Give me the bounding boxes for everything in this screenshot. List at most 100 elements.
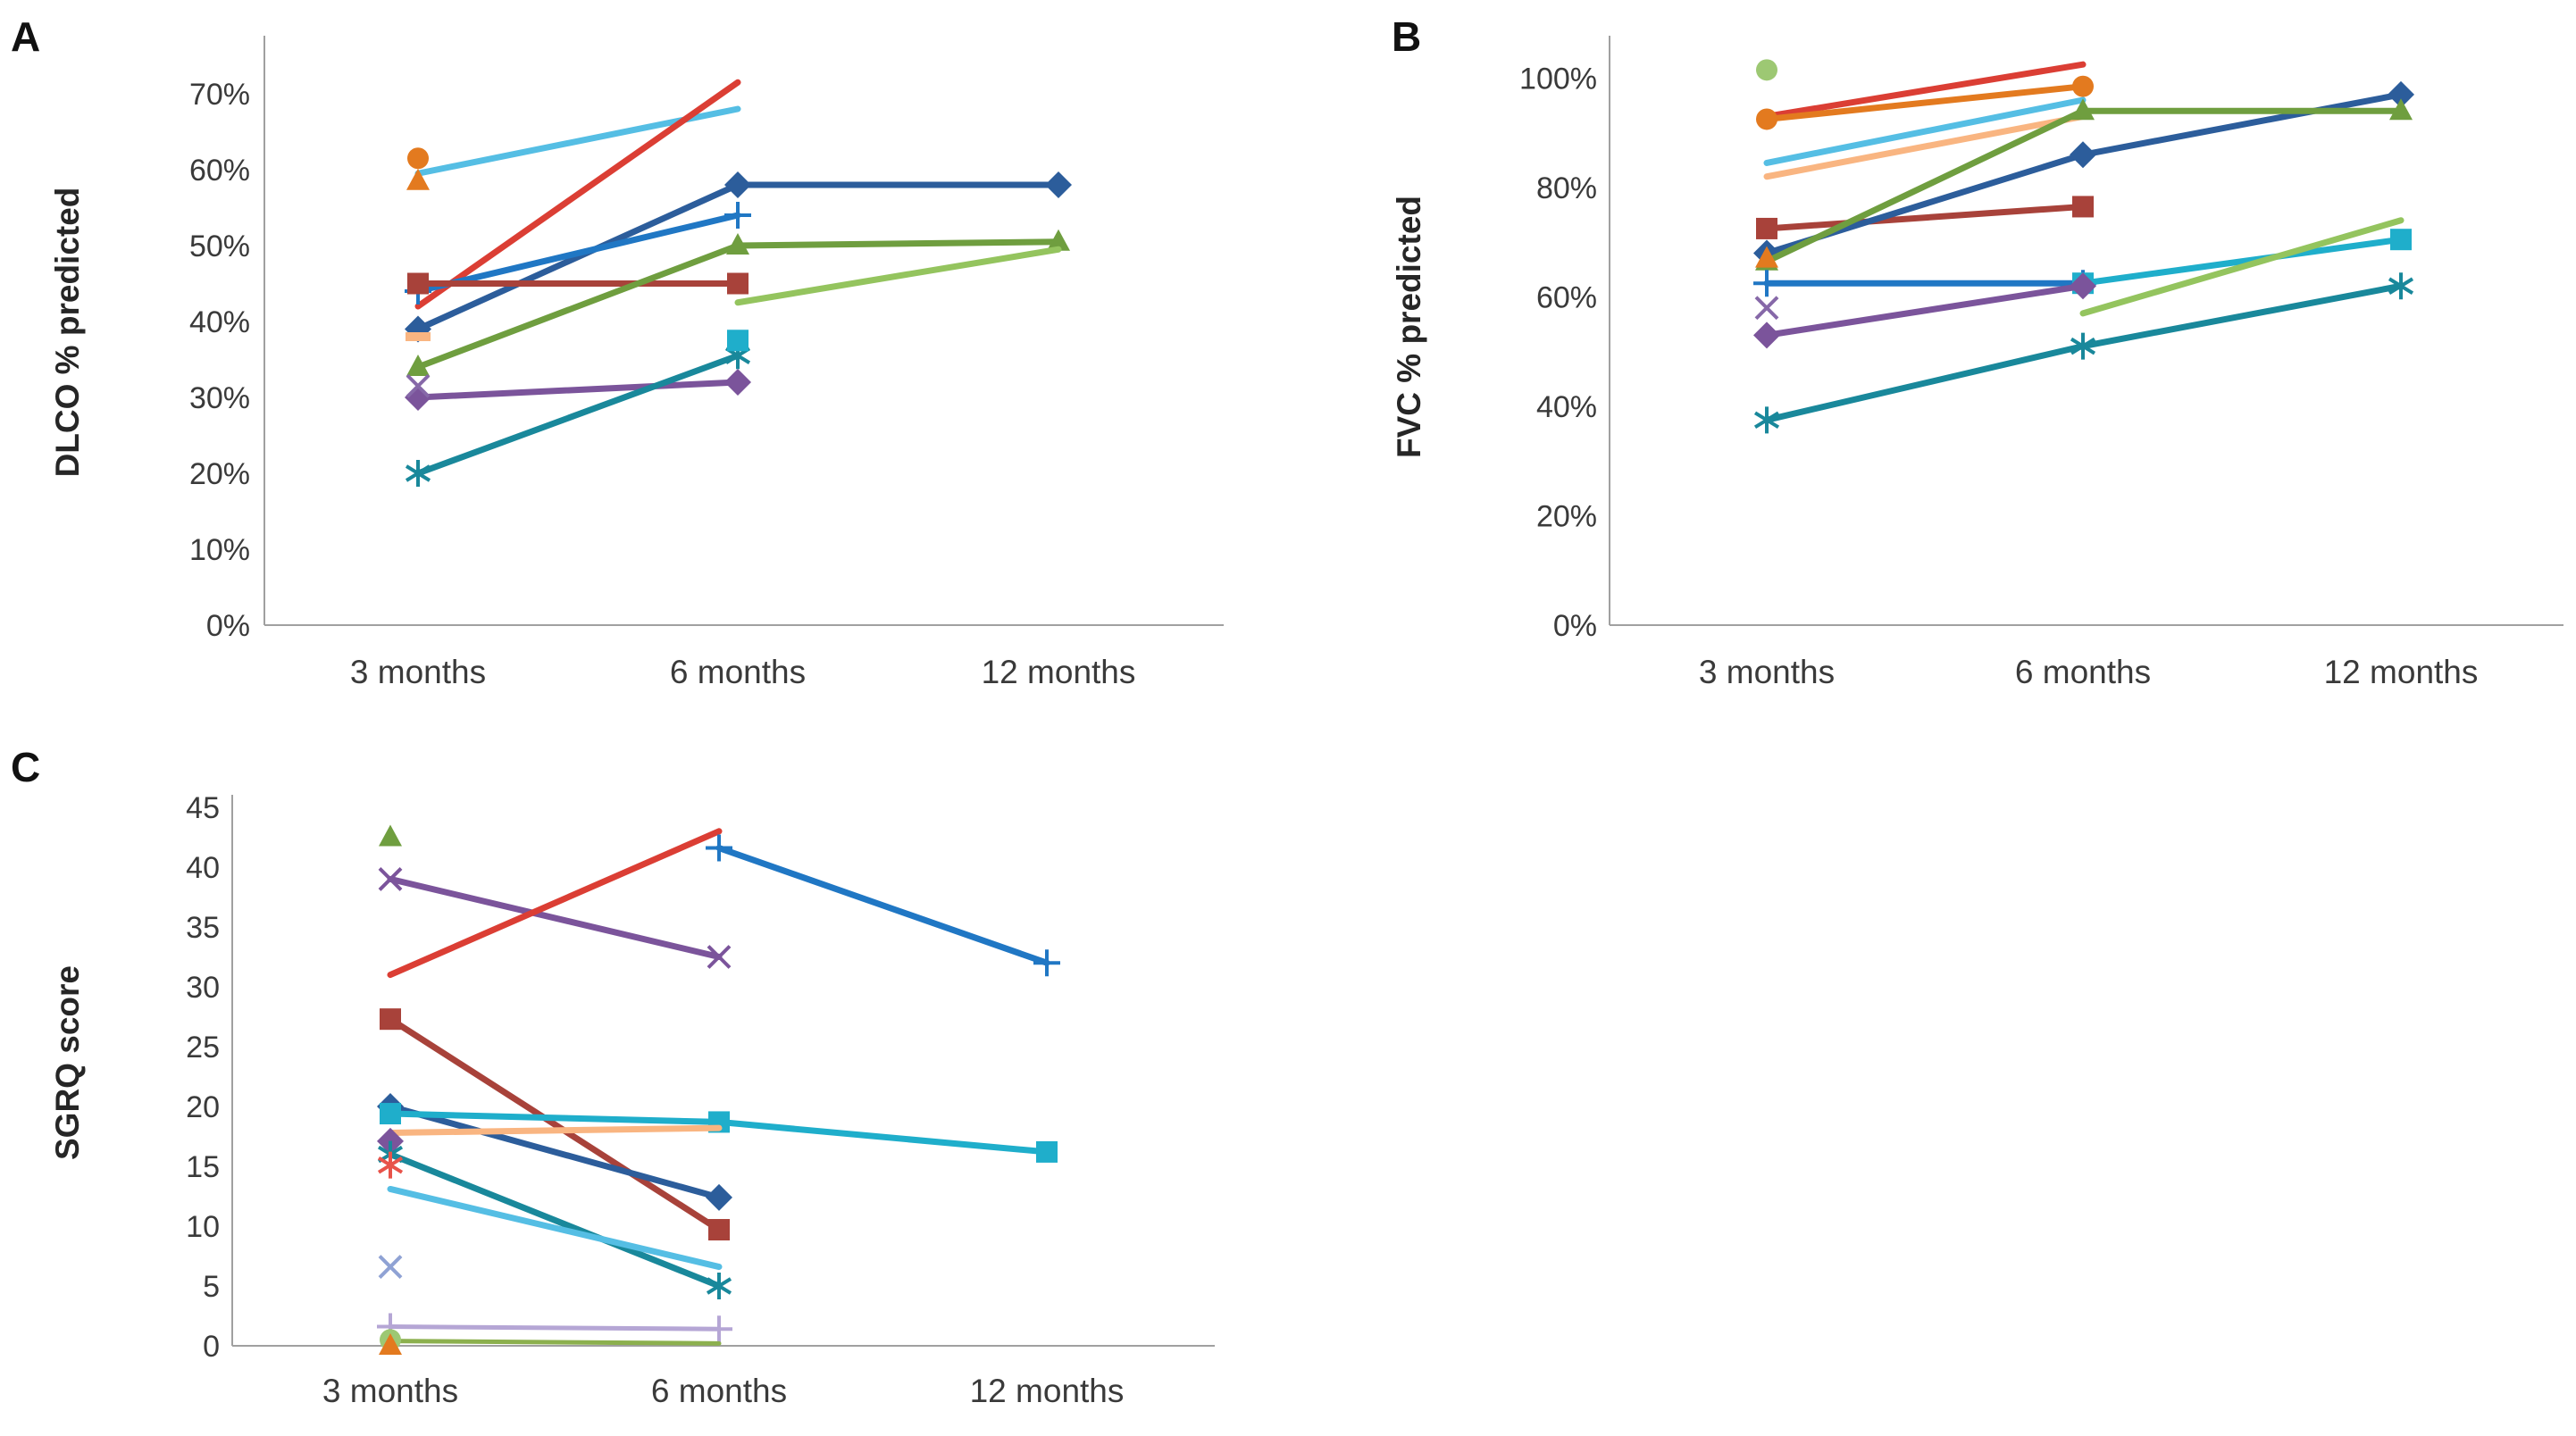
plus-marker — [1033, 949, 1060, 977]
series-line — [1763, 83, 2087, 122]
series-line — [414, 79, 741, 310]
series-brick-square — [407, 272, 749, 295]
square-marker — [2072, 196, 2094, 218]
x-marker — [406, 373, 431, 398]
triangle-marker — [2389, 98, 2413, 121]
plus-marker — [706, 1315, 732, 1343]
series-line — [1763, 96, 2087, 166]
series-purple-diamond — [1753, 272, 2096, 349]
square-marker — [708, 1219, 730, 1241]
series-brick-square — [380, 1008, 730, 1241]
y-tick-label: 30% — [189, 381, 250, 415]
diamond-marker — [1753, 321, 1780, 349]
dash-marker — [406, 332, 431, 341]
series-line — [387, 1151, 723, 1290]
series-line — [1763, 107, 2405, 265]
series-peach-dash — [406, 332, 431, 341]
y-tick-label: 50% — [189, 230, 250, 263]
series-cyan-square — [2072, 229, 2412, 295]
diamond-marker — [2070, 141, 2096, 169]
circle-marker — [2072, 75, 2094, 97]
x-tick-label: 3 months — [1699, 654, 1835, 690]
series-line — [1763, 113, 2087, 180]
series-brick-square — [1756, 196, 2094, 239]
triangle-marker — [1047, 229, 1070, 251]
series-light-green-line — [2079, 217, 2405, 317]
y-tick-label: 35 — [186, 911, 220, 945]
y-tick-label: 10 — [186, 1210, 220, 1244]
series-light-green-circle — [1756, 59, 1777, 81]
series-blue-plus-line — [706, 834, 1060, 977]
panel-label-a: A — [11, 13, 41, 60]
y-tick-label: 0 — [203, 1330, 220, 1364]
circle-marker — [1756, 108, 1777, 130]
series-green-triangle — [406, 229, 1070, 376]
square-marker — [1036, 1140, 1058, 1163]
series-blue-plus — [405, 202, 751, 305]
y-tick-label: 45 — [186, 791, 220, 825]
series-line — [414, 212, 741, 295]
y-tick-label: 80% — [1536, 171, 1597, 205]
y-tick-label: 25 — [186, 1031, 220, 1064]
y-axis-title-fvc: FVC % predicted — [1391, 196, 1427, 458]
series-light-green-line — [734, 246, 1062, 306]
chart-sgrq: 45 40 35 30 25 20 15 10 5 0 3 months 6 months 12 mon… — [186, 791, 1215, 1409]
asterisk-marker — [2388, 272, 2414, 300]
y-tick-label: 60% — [1536, 281, 1597, 315]
series-peach-line — [387, 1124, 723, 1136]
x-tick-label: 12 months — [970, 1373, 1125, 1409]
plus-marker — [1753, 270, 1780, 297]
y-axis-title-sgrq: SGRQ score — [49, 965, 86, 1160]
series-line — [388, 1339, 722, 1346]
panel-label-b: B — [1392, 13, 1422, 60]
diamond-marker — [2388, 80, 2414, 108]
x-tick-label: 12 months — [2324, 654, 2479, 690]
y-tick-label: 0% — [206, 609, 250, 643]
series-line — [2079, 236, 2405, 287]
series-line — [1763, 203, 2087, 232]
series-line — [387, 875, 723, 960]
triangle-marker — [406, 355, 430, 376]
series-line — [387, 1185, 723, 1271]
x-tick-label: 6 months — [670, 654, 806, 690]
square-marker — [2390, 229, 2412, 251]
diamond-marker — [724, 369, 751, 396]
series-line — [734, 246, 1062, 306]
y-tick-label: 20 — [186, 1090, 220, 1124]
circle-marker — [1756, 59, 1777, 81]
series-cyan-square — [727, 330, 749, 352]
series-purple-x-line — [378, 866, 732, 969]
series-orange-triangle — [379, 1333, 402, 1355]
triangle-marker — [379, 1333, 402, 1355]
square-marker — [727, 330, 749, 352]
y-tick-label: 15 — [186, 1150, 220, 1184]
x-tick-label: 12 months — [982, 654, 1136, 690]
series-line — [1763, 282, 2087, 338]
series-purple-diamond — [405, 369, 751, 411]
series-red-asterisk — [377, 1151, 404, 1179]
y-tick-label: 20% — [1536, 500, 1597, 534]
y-axis-title-dlco: DLCO % predicted — [49, 187, 86, 478]
series-olive-line — [388, 1339, 722, 1346]
diamond-marker — [2070, 272, 2096, 300]
diamond-marker — [706, 1183, 732, 1211]
y-tick-label: 10% — [189, 533, 250, 567]
y-tick-label: 30 — [186, 971, 220, 1005]
asterisk-marker — [1753, 406, 1780, 434]
y-tick-label: 100% — [1519, 63, 1597, 96]
series-line — [2079, 217, 2405, 317]
series-orange-circle — [407, 147, 429, 170]
series-sky-blue-line — [387, 1185, 723, 1271]
x-marker — [707, 945, 732, 969]
series-peach-line — [1763, 113, 2087, 180]
triangle-marker — [726, 233, 749, 255]
x-tick-label: 3 months — [322, 1373, 458, 1409]
series-line — [387, 1124, 723, 1136]
series-bright-red-line — [414, 79, 741, 310]
x-tick-label: 3 months — [350, 654, 486, 690]
series-line — [1763, 61, 2087, 120]
series-teal-asterisk — [405, 342, 751, 487]
series-navy-diamond — [377, 1093, 732, 1211]
series-line — [388, 1324, 722, 1332]
